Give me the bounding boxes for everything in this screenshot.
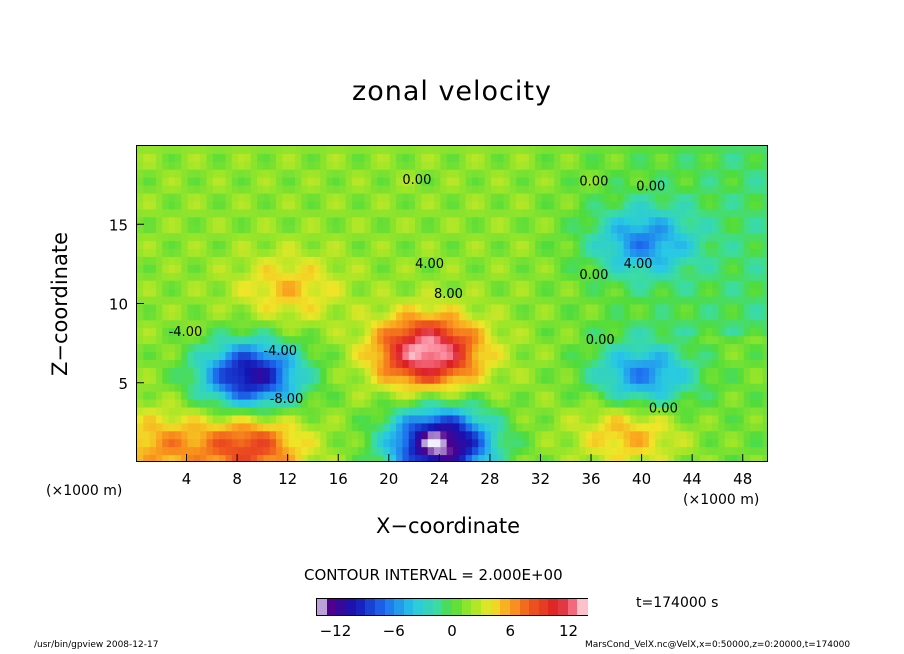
colorbar-tick-label: −12 — [319, 622, 352, 640]
y-tick-label: 15 — [109, 216, 128, 234]
contour-label: 0.00 — [649, 401, 678, 416]
colorbar-segment — [384, 599, 395, 615]
contour-label: 0.00 — [636, 179, 665, 194]
contour-label: -4.00 — [263, 344, 297, 359]
colorbar-segment — [558, 599, 569, 615]
colorbar-segment — [374, 599, 386, 615]
contour-label: -8.00 — [270, 392, 304, 407]
contour-label: -4.00 — [169, 325, 203, 340]
colorbar-segment — [471, 599, 482, 615]
colorbar-segment — [345, 599, 357, 615]
colorbar-segment — [519, 599, 530, 615]
colorbar-segment — [490, 599, 501, 615]
colorbar-segment — [509, 599, 521, 615]
colorbar-segment — [432, 599, 444, 615]
colorbar-segment — [317, 599, 328, 615]
plot-area: 0.00 0.00 0.00 4.00 8.00 0.00 4.00 0.00 -4.00 -8.… — [136, 145, 768, 462]
colorbar-segment — [500, 599, 511, 615]
x-tick-label: 8 — [232, 470, 242, 488]
colorbar-segment — [394, 599, 405, 615]
colorbar — [316, 598, 588, 616]
x-unit-label-right: (×1000 m) — [683, 492, 760, 508]
x-tick-label: 4 — [182, 470, 192, 488]
x-tick-label: 32 — [531, 470, 550, 488]
velocity-field: 0.00 0.00 0.00 4.00 8.00 0.00 4.00 0.00 -4.00 -8.… — [137, 146, 767, 461]
colorbar-tick-label: 0 — [447, 622, 457, 640]
x-tick-label: 20 — [379, 470, 398, 488]
colorbar-tick-label: 6 — [505, 622, 516, 640]
contour-label: 0.00 — [579, 268, 608, 283]
x-tick-label: 36 — [581, 470, 600, 488]
colorbar-tick-label: 12 — [559, 622, 579, 640]
x-tick-label: 12 — [278, 470, 297, 488]
x-tick-label: 28 — [480, 470, 499, 488]
colorbar-segment — [452, 599, 463, 615]
x-unit-label-left: (×1000 m) — [46, 483, 123, 499]
x-tick-label: 48 — [733, 470, 752, 488]
y-tick-label: 10 — [109, 296, 128, 314]
colorbar-segment — [461, 599, 473, 615]
contour-interval-label: CONTOUR INTERVAL = 2.000E+00 — [304, 566, 563, 584]
contour-label: 0.00 — [579, 175, 608, 190]
colorbar-segment — [365, 599, 376, 615]
y-axis-label: Z−coordinate — [48, 232, 72, 376]
colorbar-segment — [355, 599, 366, 615]
colorbar-segment — [442, 599, 453, 615]
colorbar-segment — [480, 599, 492, 615]
colorbar-segment — [413, 599, 424, 615]
colorbar-segment — [567, 599, 579, 615]
x-tick-label: 16 — [329, 470, 348, 488]
x-axis-label: X−coordinate — [376, 514, 520, 538]
chart-title: zonal velocity — [352, 76, 552, 107]
x-tick-label: 44 — [683, 470, 702, 488]
colorbar-segment — [529, 599, 540, 615]
time-label: t=174000 s — [636, 595, 719, 611]
contour-label: 0.00 — [402, 173, 431, 188]
colorbar-segment — [538, 599, 550, 615]
x-tick-label: 40 — [632, 470, 651, 488]
colorbar-segment — [577, 599, 588, 615]
y-tick-label: 5 — [118, 375, 128, 393]
colorbar-segment — [548, 599, 559, 615]
footer-data-source: MarsCond_VelX.nc@VelX,x=0:50000,z=0:2000… — [585, 640, 851, 650]
colorbar-segment — [326, 599, 338, 615]
footer-program-date: /usr/bin/gpview 2008-12-17 — [34, 640, 159, 650]
contour-label: 8.00 — [434, 287, 463, 302]
colorbar-tick-label: −6 — [382, 622, 405, 640]
colorbar-segment — [403, 599, 415, 615]
colorbar-segment — [423, 599, 434, 615]
colorbar-segment — [336, 599, 347, 615]
x-tick-label: 24 — [430, 470, 449, 488]
contour-label: 0.00 — [586, 333, 615, 348]
contour-label: 4.00 — [624, 257, 653, 272]
contour-label: 4.00 — [415, 257, 444, 272]
